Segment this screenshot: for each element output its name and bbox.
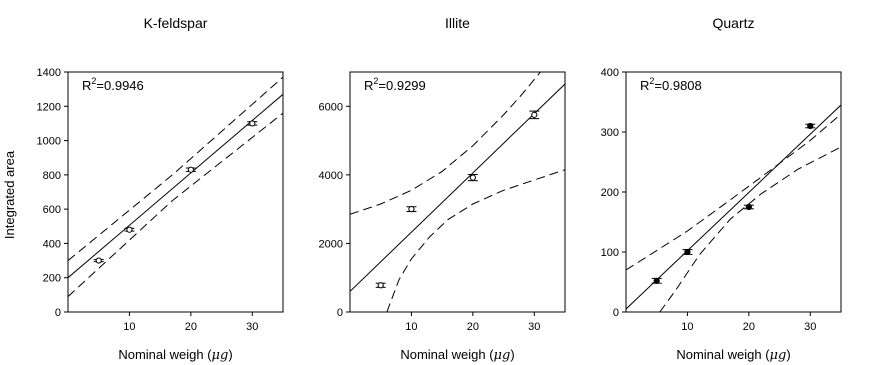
x-axis-label: Nominal weigh (μg)	[676, 347, 790, 363]
x-tick-label: 30	[246, 321, 258, 333]
y-tick-label: 1400	[37, 67, 61, 79]
x-axis-label-main: Nominal weigh (	[118, 347, 212, 362]
r-squared-label: R2=0.9299	[364, 76, 426, 93]
y-tick-label: 800	[43, 170, 61, 182]
y-tick-label: 6000	[319, 101, 343, 113]
confidence-band-lower	[386, 169, 565, 312]
plot-area	[350, 72, 565, 312]
data-point	[408, 206, 415, 213]
r-squared-superscript: 2	[373, 76, 378, 86]
plot-frame	[349, 71, 566, 313]
confidence-band-upper	[350, 72, 541, 215]
confidence-band-lower	[68, 112, 283, 297]
y-tick-label: 200	[601, 187, 619, 199]
x-axis-label-unit: μg	[770, 348, 787, 363]
x-axis-label: Nominal weigh (μg)	[118, 347, 232, 363]
x-tick-label: 10	[123, 321, 135, 333]
x-tick-label: 30	[804, 321, 816, 333]
x-axis-label-main: Nominal weigh (	[400, 347, 494, 362]
data-point	[126, 226, 133, 233]
confidence-band-lower	[659, 146, 841, 312]
y-tick-label: 600	[43, 204, 61, 216]
x-axis-label-close: )	[786, 347, 790, 362]
y-tick-label: 400	[601, 67, 619, 79]
data-point	[653, 277, 660, 284]
y-tick-label: 2000	[319, 238, 343, 250]
x-tick-label: 30	[528, 321, 540, 333]
y-tick-label: 1200	[37, 101, 61, 113]
data-point	[249, 120, 256, 127]
r-squared-label: R2=0.9946	[82, 76, 144, 93]
y-tick-label: 0	[613, 307, 619, 319]
x-axis-label-unit: μg	[212, 348, 229, 363]
x-axis-label-close: )	[228, 347, 232, 362]
y-axis-label: Integrated area	[2, 150, 17, 239]
panel-title: Illite	[445, 15, 470, 31]
y-tick-label: 100	[601, 247, 619, 259]
x-axis-label-main: Nominal weigh (	[676, 347, 770, 362]
y-tick-label: 1000	[37, 136, 61, 148]
r-squared-value: =0.9808	[654, 78, 701, 93]
data-point	[531, 111, 538, 118]
confidence-band-upper	[68, 76, 283, 261]
plot-area	[68, 76, 283, 297]
data-point	[187, 166, 194, 173]
r-squared-superscript: 2	[91, 76, 96, 86]
data-point	[469, 174, 476, 181]
x-tick-label: 20	[185, 321, 197, 333]
panel-k-feldspar: K-feldspar 0 200 400 600 800 1000 1200 1400 10 20 3…	[37, 15, 284, 363]
panel-illite: Illite 0 2000 4000 6000 10 20 30 Nominal weigh (…	[319, 15, 566, 363]
panel-quartz: Quartz 0 100 200 300 400 10 20 30 Nominal weigh (…	[601, 15, 842, 363]
r-squared-value: =0.9946	[96, 78, 143, 93]
x-tick-label: 20	[743, 321, 755, 333]
confidence-band-upper	[626, 113, 841, 271]
r-squared-value: =0.9299	[378, 78, 425, 93]
plot-area	[626, 104, 841, 312]
y-tick-label: 0	[337, 307, 343, 319]
data-point	[807, 122, 814, 130]
data-point	[95, 257, 102, 264]
x-axis-label-close: )	[510, 347, 514, 362]
y-tick-label: 200	[43, 273, 61, 285]
x-tick-label: 10	[681, 321, 693, 333]
x-tick-label: 10	[405, 321, 417, 333]
r-squared-superscript: 2	[649, 76, 654, 86]
plot-frame	[625, 71, 842, 313]
y-tick-label: 4000	[319, 170, 343, 182]
x-axis-label: Nominal weigh (μg)	[400, 347, 514, 363]
r-squared-prefix: R	[640, 78, 649, 93]
data-point	[684, 248, 691, 256]
panel-title: Quartz	[712, 15, 754, 31]
x-tick-label: 20	[467, 321, 479, 333]
panel-title: K-feldspar	[144, 15, 208, 31]
data-point	[745, 203, 752, 211]
x-axis-label-unit: μg	[494, 348, 511, 363]
r-squared-prefix: R	[82, 78, 91, 93]
regression-line	[68, 93, 283, 279]
regression-line	[626, 104, 841, 310]
plot-frame	[67, 71, 284, 313]
r-squared-label: R2=0.9808	[640, 76, 702, 93]
y-tick-label: 400	[43, 238, 61, 250]
y-tick-label: 0	[55, 307, 61, 319]
data-point	[377, 282, 384, 289]
y-tick-label: 300	[601, 127, 619, 139]
r-squared-prefix: R	[364, 78, 373, 93]
regression-line	[350, 83, 565, 292]
